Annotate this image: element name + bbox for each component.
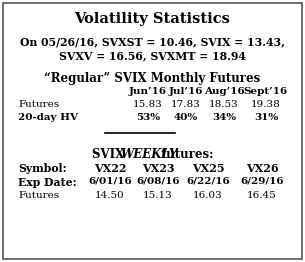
Text: 20-day HV: 20-day HV bbox=[18, 113, 78, 122]
Text: 6/22/16: 6/22/16 bbox=[186, 177, 230, 186]
Text: 17.83: 17.83 bbox=[171, 100, 201, 109]
Text: VX26: VX26 bbox=[246, 163, 278, 174]
Text: SVXV = 16.56, SVXMT = 18.94: SVXV = 16.56, SVXMT = 18.94 bbox=[59, 50, 246, 61]
Text: SVIX: SVIX bbox=[92, 148, 128, 161]
Text: VX25: VX25 bbox=[192, 163, 224, 174]
Text: 15.83: 15.83 bbox=[133, 100, 163, 109]
Text: Exp Date:: Exp Date: bbox=[18, 177, 77, 188]
Text: Jul’16: Jul’16 bbox=[169, 87, 203, 96]
Text: “Regular” SVIX Monthly Futures: “Regular” SVIX Monthly Futures bbox=[44, 72, 260, 85]
Text: 19.38: 19.38 bbox=[251, 100, 281, 109]
Text: 16.45: 16.45 bbox=[247, 191, 277, 200]
Text: 14.50: 14.50 bbox=[95, 191, 125, 200]
Text: Symbol:: Symbol: bbox=[18, 163, 66, 174]
Text: Jun’16: Jun’16 bbox=[129, 87, 167, 96]
Text: VX22: VX22 bbox=[94, 163, 126, 174]
Text: Futures: Futures bbox=[18, 100, 59, 109]
Text: On 05/26/16, SVXST = 10.46, SVIX = 13.43,: On 05/26/16, SVXST = 10.46, SVIX = 13.43… bbox=[20, 36, 285, 47]
Text: 15.13: 15.13 bbox=[143, 191, 173, 200]
Text: VX23: VX23 bbox=[142, 163, 174, 174]
Text: 16.03: 16.03 bbox=[193, 191, 223, 200]
Text: Aug’16: Aug’16 bbox=[204, 87, 244, 96]
Text: 31%: 31% bbox=[254, 113, 278, 122]
Text: Volatility Statistics: Volatility Statistics bbox=[74, 12, 230, 26]
Text: 53%: 53% bbox=[136, 113, 160, 122]
Text: Sept’16: Sept’16 bbox=[244, 87, 288, 96]
Text: 6/08/16: 6/08/16 bbox=[136, 177, 180, 186]
Text: Futures: Futures bbox=[18, 191, 59, 200]
Text: futures:: futures: bbox=[157, 148, 214, 161]
Text: 34%: 34% bbox=[212, 113, 236, 122]
Text: 6/01/16: 6/01/16 bbox=[88, 177, 132, 186]
Text: 18.53: 18.53 bbox=[209, 100, 239, 109]
Text: 40%: 40% bbox=[174, 113, 198, 122]
Text: WEEKLY: WEEKLY bbox=[120, 148, 178, 161]
Text: 6/29/16: 6/29/16 bbox=[240, 177, 284, 186]
